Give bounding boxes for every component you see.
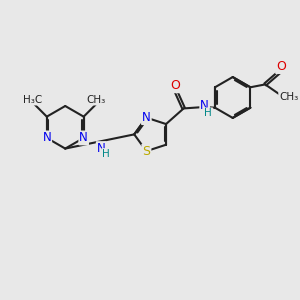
Text: N: N — [79, 131, 88, 144]
Text: N: N — [97, 142, 106, 155]
Text: H: H — [102, 149, 110, 159]
Text: CH₃: CH₃ — [279, 92, 298, 102]
Text: CH₃: CH₃ — [86, 94, 106, 105]
Text: O: O — [170, 79, 180, 92]
Text: H₃C: H₃C — [23, 94, 42, 105]
Text: H: H — [205, 108, 212, 118]
Text: S: S — [142, 145, 150, 158]
Text: N: N — [42, 131, 51, 144]
Text: N: N — [200, 99, 209, 112]
Text: O: O — [276, 60, 286, 73]
Text: N: N — [142, 111, 151, 124]
